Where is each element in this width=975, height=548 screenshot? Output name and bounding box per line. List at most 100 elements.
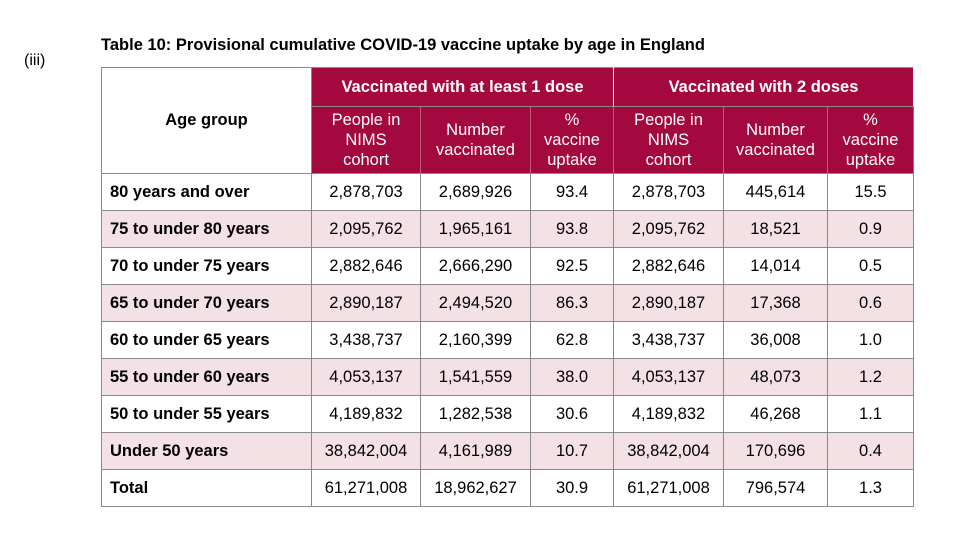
age-group-cell: Under 50 years: [101, 432, 312, 470]
value-cell: 0.6: [827, 284, 914, 322]
value-cell: 46,268: [723, 395, 828, 433]
total-row: Total 61,271,008 18,962,627 30.9 61,271,008 7…: [101, 469, 914, 507]
age-group-cell: 50 to under 55 years: [101, 395, 312, 433]
sub-header-2: % vaccine uptake: [530, 106, 614, 174]
value-cell: 14,014: [723, 247, 828, 285]
value-cell: 61,271,008: [613, 469, 724, 507]
sub-header-line: Number: [446, 121, 505, 139]
sub-header-line: vaccinated: [436, 141, 515, 159]
value-cell: 4,053,137: [311, 358, 421, 396]
value-cell: 62.8: [530, 321, 614, 359]
vaccine-uptake-table: Age group Vaccinated with at least 1 dos…: [101, 67, 914, 507]
age-group-cell: 65 to under 70 years: [101, 284, 312, 322]
sub-header-line: People in: [634, 111, 703, 129]
sub-header-line: People in: [331, 111, 401, 129]
value-cell: 2,160,399: [420, 321, 531, 359]
sub-header-line: cohort: [645, 151, 692, 169]
age-group-header: Age group: [101, 67, 312, 174]
value-cell: 30.9: [530, 469, 614, 507]
value-cell: 0.4: [827, 432, 914, 470]
value-cell: 170,696: [723, 432, 828, 470]
value-cell: 2,095,762: [613, 210, 724, 248]
value-cell: 3,438,737: [311, 321, 421, 359]
age-group-cell: 80 years and over: [101, 173, 312, 211]
value-cell: 92.5: [530, 247, 614, 285]
age-group-cell: 75 to under 80 years: [101, 210, 312, 248]
value-cell: 1,541,559: [420, 358, 531, 396]
value-cell: 17,368: [723, 284, 828, 322]
table-row: 75 to under 80 years 2,095,762 1,965,161 93…: [101, 210, 914, 248]
age-group-cell: 70 to under 75 years: [101, 247, 312, 285]
table-row: 65 to under 70 years 2,890,187 2,494,520 86…: [101, 284, 914, 322]
sub-header-4: Number vaccinated: [723, 106, 828, 174]
table-row: 70 to under 75 years 2,882,646 2,666,290 92…: [101, 247, 914, 285]
value-cell: 2,878,703: [613, 173, 724, 211]
section-marker: (iii): [24, 52, 46, 69]
table-row: 60 to under 65 years 3,438,737 2,160,399 62…: [101, 321, 914, 359]
value-cell: 2,878,703: [311, 173, 421, 211]
age-group-cell: 60 to under 65 years: [101, 321, 312, 359]
value-cell: 18,962,627: [420, 469, 531, 507]
sub-header-line: NIMS: [647, 131, 690, 149]
value-cell: 38,842,004: [311, 432, 421, 470]
age-group-cell: 55 to under 60 years: [101, 358, 312, 396]
table-row: 50 to under 55 years 4,189,832 1,282,538 30…: [101, 395, 914, 433]
sub-header-line: %: [863, 111, 878, 129]
value-cell: 30.6: [530, 395, 614, 433]
value-cell: 2,666,290: [420, 247, 531, 285]
age-group-cell: Total: [101, 469, 312, 507]
value-cell: 15.5: [827, 173, 914, 211]
value-cell: 18,521: [723, 210, 828, 248]
value-cell: 796,574: [723, 469, 828, 507]
table-row: 80 years and over 2,878,703 2,689,926 93.4 2…: [101, 173, 914, 211]
value-cell: 48,073: [723, 358, 828, 396]
sub-header-1: Number vaccinated: [420, 106, 531, 174]
sub-header-line: cohort: [343, 151, 389, 169]
value-cell: 2,494,520: [420, 284, 531, 322]
sub-header-line: uptake: [845, 151, 896, 169]
sub-header-line: uptake: [547, 151, 597, 169]
value-cell: 4,189,832: [613, 395, 724, 433]
group-header-at-least-1-dose: Vaccinated with at least 1 dose: [311, 67, 614, 107]
value-cell: 4,161,989: [420, 432, 531, 470]
value-cell: 38.0: [530, 358, 614, 396]
value-cell: 2,689,926: [420, 173, 531, 211]
sub-header-line: vaccinated: [736, 141, 815, 159]
table-title: Table 10: Provisional cumulative COVID-1…: [101, 36, 705, 54]
value-cell: 38,842,004: [613, 432, 724, 470]
sub-header-3: People in NIMS cohort: [613, 106, 724, 174]
value-cell: 86.3: [530, 284, 614, 322]
value-cell: 93.8: [530, 210, 614, 248]
table-row: Under 50 years 38,842,004 4,161,989 10.7 38,…: [101, 432, 914, 470]
value-cell: 2,882,646: [613, 247, 724, 285]
value-cell: 445,614: [723, 173, 828, 211]
value-cell: 1.2: [827, 358, 914, 396]
sub-header-line: vaccine: [544, 131, 600, 149]
value-cell: 1.0: [827, 321, 914, 359]
value-cell: 2,890,187: [311, 284, 421, 322]
sub-header-line: %: [564, 111, 580, 129]
value-cell: 2,882,646: [311, 247, 421, 285]
value-cell: 2,095,762: [311, 210, 421, 248]
value-cell: 4,053,137: [613, 358, 724, 396]
sub-header-line: vaccine: [842, 131, 899, 149]
value-cell: 61,271,008: [311, 469, 421, 507]
value-cell: 0.5: [827, 247, 914, 285]
table-row: 55 to under 60 years 4,053,137 1,541,559 38…: [101, 358, 914, 396]
value-cell: 2,890,187: [613, 284, 724, 322]
value-cell: 0.9: [827, 210, 914, 248]
value-cell: 3,438,737: [613, 321, 724, 359]
group-header-2-doses: Vaccinated with 2 doses: [613, 67, 914, 107]
value-cell: 10.7: [530, 432, 614, 470]
value-cell: 1.1: [827, 395, 914, 433]
sub-header-line: Number: [746, 121, 805, 139]
sub-header-0: People in NIMS cohort: [311, 106, 421, 174]
value-cell: 93.4: [530, 173, 614, 211]
sub-header-line: NIMS: [345, 131, 387, 149]
sub-header-5: % vaccine uptake: [827, 106, 914, 174]
value-cell: 36,008: [723, 321, 828, 359]
value-cell: 1,282,538: [420, 395, 531, 433]
value-cell: 1.3: [827, 469, 914, 507]
value-cell: 4,189,832: [311, 395, 421, 433]
value-cell: 1,965,161: [420, 210, 531, 248]
